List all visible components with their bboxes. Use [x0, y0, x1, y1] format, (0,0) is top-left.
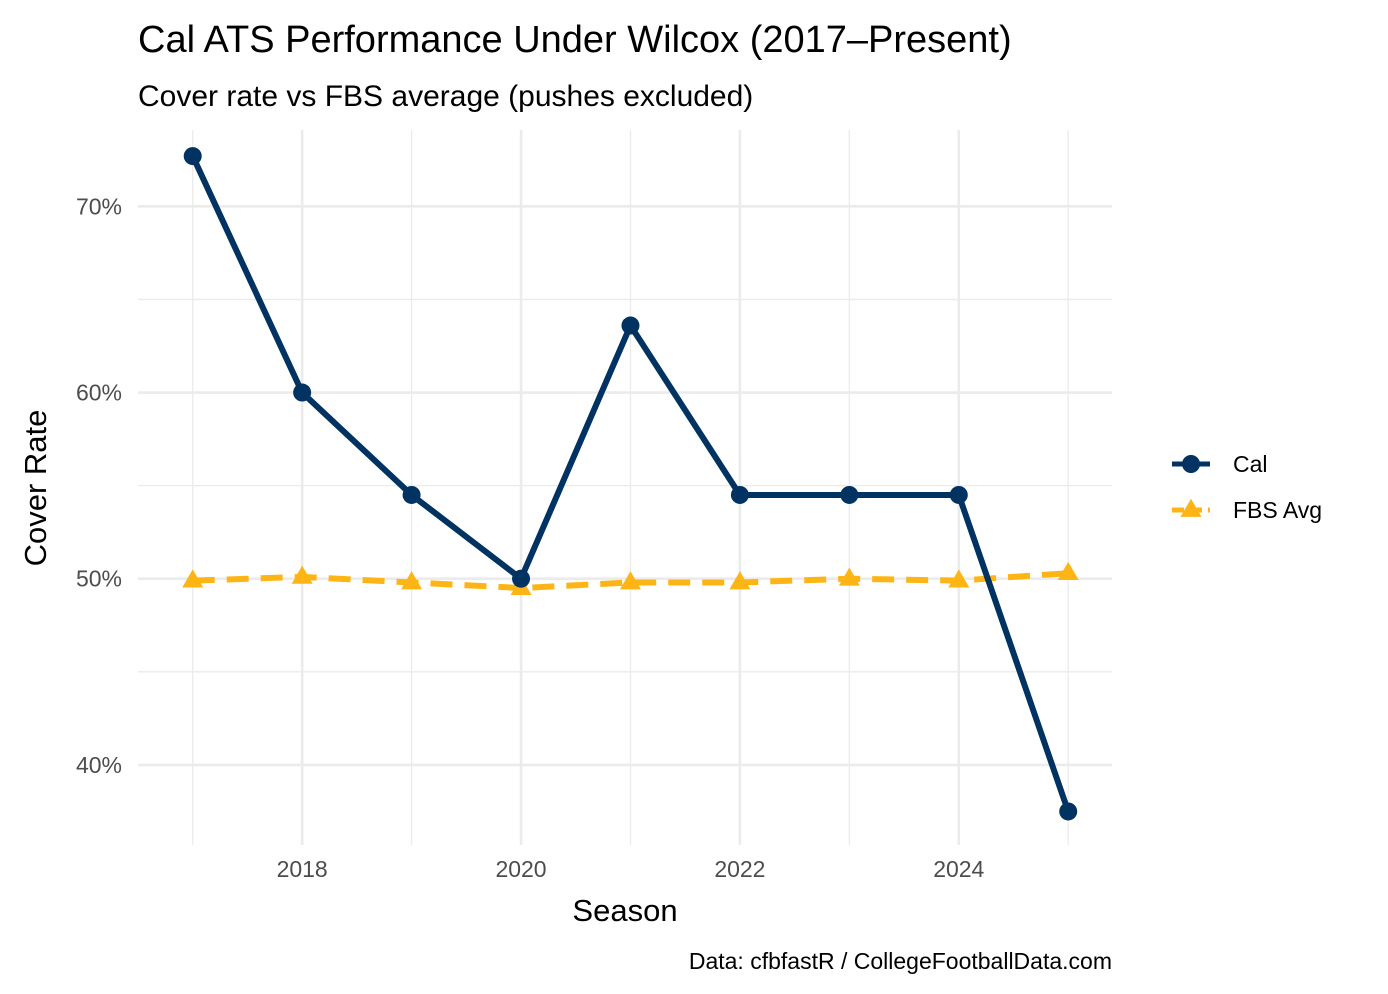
- x-axis-title: Season: [572, 893, 677, 928]
- chart: Cal ATS Performance Under Wilcox (2017–P…: [0, 0, 1388, 994]
- x-tick-label: 2020: [495, 856, 546, 882]
- legend-label-cal: Cal: [1233, 451, 1268, 477]
- chart-title: Cal ATS Performance Under Wilcox (2017–P…: [138, 19, 1012, 61]
- x-tick-label: 2018: [277, 856, 328, 882]
- chart-subtitle: Cover rate vs FBS average (pushes exclud…: [138, 80, 753, 113]
- y-tick-label: 70%: [76, 193, 122, 219]
- x-tick-label: 2022: [714, 856, 765, 882]
- x-tick-label: 2024: [933, 856, 984, 882]
- data-point-cal-2025: [1059, 802, 1077, 820]
- data-point-cal-2021: [621, 317, 639, 335]
- data-point-cal-2019: [403, 486, 421, 504]
- y-tick-label: 60%: [76, 380, 122, 406]
- data-point-cal-2020: [512, 570, 530, 588]
- data-point-cal-2017: [184, 147, 202, 165]
- legend-symbol-cal: [1182, 455, 1200, 473]
- y-tick-label: 40%: [76, 752, 122, 778]
- legend-label-fbs-avg: FBS Avg: [1233, 497, 1322, 523]
- data-point-cal-2023: [840, 486, 858, 504]
- chart-background: [0, 0, 1388, 994]
- data-point-cal-2018: [293, 384, 311, 402]
- y-axis-title: Cover Rate: [18, 410, 53, 567]
- legend-marker-cal: [1182, 455, 1200, 473]
- chart-caption: Data: cfbfastR / CollegeFootballData.com: [689, 948, 1112, 974]
- data-point-cal-2024: [950, 486, 968, 504]
- data-point-cal-2022: [731, 486, 749, 504]
- y-tick-label: 50%: [76, 566, 122, 592]
